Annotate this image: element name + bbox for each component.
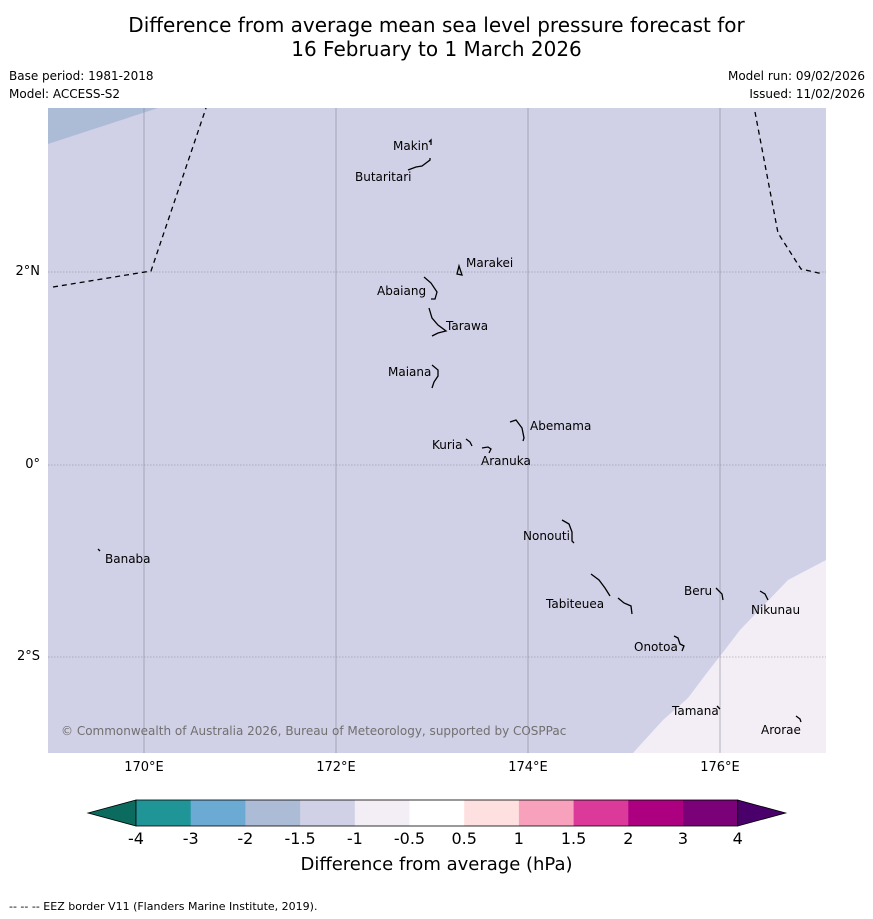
- place-label-makin: Makin: [393, 139, 429, 153]
- island-onotoa: [673, 635, 685, 652]
- colorbar-segment: [354, 800, 410, 826]
- eez-border-west: [52, 108, 207, 288]
- island-arorae: [795, 715, 802, 723]
- island-makin: [428, 138, 432, 145]
- colorbar-segment: [409, 800, 465, 826]
- island-maiana: [431, 364, 439, 389]
- place-label-abemama: Abemama: [530, 419, 592, 433]
- copyright-text: © Commonwealth of Australia 2026, Bureau…: [61, 724, 567, 738]
- place-label-arorae: Arorae: [761, 723, 801, 737]
- colorbar-tick-label: -2: [237, 829, 254, 848]
- colorbar-extend-low: [86, 799, 137, 827]
- colorbar-tick-label: 4: [732, 829, 743, 848]
- lon-label-172e: 172°E: [316, 760, 356, 775]
- colorbar-segment: [683, 800, 739, 826]
- place-label-marakei: Marakei: [466, 256, 514, 270]
- pressure-field-minus-1: [633, 560, 826, 753]
- island-kuria: [465, 438, 473, 447]
- map-panel[interactable]: Makin Butaritari Marakei Abaiang Tarawa …: [48, 108, 826, 753]
- colorbar-label: Difference from average (hPa): [300, 854, 573, 875]
- chart-title-line-1: Difference from average mean sea level p…: [128, 13, 745, 37]
- colorbar-tick-label: -1.5: [284, 829, 316, 848]
- island-marakei: [456, 263, 463, 276]
- place-label-kuria: Kuria: [432, 438, 463, 452]
- place-label-maiana: Maiana: [388, 365, 432, 379]
- place-label-tabiteuea: Tabiteuea: [546, 597, 605, 611]
- place-label-banaba: Banaba: [105, 552, 151, 566]
- lon-label-170e: 170°E: [124, 760, 164, 775]
- lon-label-176e: 176°E: [700, 760, 740, 775]
- base-period-text: Base period: 1981-2018: [9, 69, 154, 83]
- place-label-butaritari: Butaritari: [355, 170, 412, 184]
- island-tabiteuea: [590, 573, 633, 615]
- eez-border-legend: -- -- -- EEZ border V11 (Flanders Marine…: [9, 900, 318, 913]
- island-outlines: [97, 138, 802, 723]
- place-label-nonouti: Nonouti: [523, 529, 570, 543]
- colorbar-tick-label: -1: [346, 829, 363, 848]
- island-abaiang: [423, 276, 438, 300]
- island-nonouti: [561, 519, 575, 544]
- place-label-tarawa: Tarawa: [446, 319, 489, 333]
- place-label-tamana: Tamana: [672, 704, 719, 718]
- island-aranuka: [481, 446, 492, 454]
- model-text: Model: ACCESS-S2: [9, 87, 121, 101]
- colorbar-segment: [518, 800, 575, 826]
- island-tarawa: [428, 307, 448, 337]
- colorbar-tick-label: 2: [623, 829, 634, 848]
- map-canvas: [48, 108, 826, 753]
- island-nikunau: [759, 590, 769, 601]
- colorbar-tick-label: 1: [513, 829, 524, 848]
- island-butaritari: [407, 158, 431, 171]
- colorbar-segment: [136, 800, 192, 826]
- colorbar-segment: [245, 800, 301, 826]
- place-label-nikunau: Nikunau: [751, 603, 801, 617]
- island-beru: [715, 587, 724, 601]
- pressure-field-minus-1-5: [48, 108, 826, 753]
- eez-border-east: [754, 111, 824, 275]
- colorbar-tick-label: -0.5: [393, 829, 426, 848]
- colorbar: [86, 799, 788, 827]
- colorbar-segment: [573, 800, 629, 826]
- place-label-onotoa: Onotoa: [634, 640, 678, 654]
- colorbar-extend-high: [737, 799, 788, 827]
- eez-borders: [52, 108, 824, 288]
- chart-title-line-2: 16 February to 1 March 2026: [291, 37, 582, 61]
- lat-label-2n: 2°N: [15, 264, 41, 279]
- place-label-beru: Beru: [684, 584, 713, 598]
- colorbar-segment: [300, 800, 356, 826]
- island-tamana: [716, 705, 721, 710]
- colorbar-segment: [464, 800, 520, 826]
- colorbar-tick-label: 3: [677, 829, 689, 848]
- colorbar-segment: [628, 800, 684, 826]
- pressure-field-minus-2: [48, 108, 158, 144]
- colorbar-segment: [190, 800, 246, 826]
- lon-label-174e: 174°E: [508, 760, 548, 775]
- colorbar-tick-label: -4: [128, 829, 144, 848]
- island-banaba: [97, 548, 101, 552]
- lat-label-equator: 0°: [25, 457, 40, 472]
- colorbar-outline: [135, 799, 739, 827]
- island-abemama: [509, 419, 525, 442]
- colorbar-tick-label: -3: [182, 829, 199, 848]
- lat-label-2s: 2°S: [16, 649, 40, 664]
- issued-text: Issued: 11/02/2026: [749, 87, 865, 101]
- gridlines: [48, 108, 826, 753]
- colorbar-tick-label: 1.5: [560, 829, 587, 848]
- place-label-abaiang: Abaiang: [377, 284, 427, 298]
- model-run-text: Model run: 09/02/2026: [727, 69, 865, 83]
- colorbar-tick-label: 0.5: [451, 829, 477, 848]
- place-label-aranuka: Aranuka: [481, 454, 531, 468]
